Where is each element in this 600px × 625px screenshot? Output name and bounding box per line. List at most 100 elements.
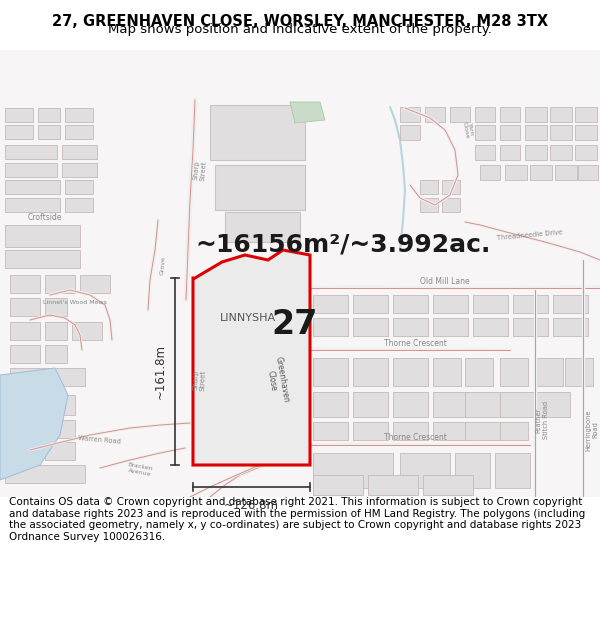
Bar bbox=[433, 318, 468, 336]
Polygon shape bbox=[0, 368, 68, 480]
Bar bbox=[400, 107, 420, 122]
Bar bbox=[205, 352, 247, 380]
Text: Croftside: Croftside bbox=[28, 214, 62, 222]
Bar bbox=[72, 322, 102, 340]
Bar bbox=[55, 368, 85, 386]
Bar bbox=[550, 145, 572, 160]
Bar bbox=[200, 280, 248, 310]
Bar bbox=[575, 145, 597, 160]
Bar bbox=[555, 165, 577, 180]
Bar bbox=[442, 180, 460, 194]
Polygon shape bbox=[290, 102, 325, 123]
Bar bbox=[313, 295, 348, 313]
Text: Linnet's Wood Mews: Linnet's Wood Mews bbox=[43, 301, 107, 306]
Text: Bracken
Avenue: Bracken Avenue bbox=[127, 462, 154, 478]
Bar bbox=[353, 318, 388, 336]
Bar bbox=[10, 368, 50, 386]
Bar bbox=[553, 318, 588, 336]
Bar bbox=[500, 358, 528, 386]
Bar bbox=[450, 107, 470, 122]
Bar bbox=[475, 125, 495, 140]
Bar bbox=[423, 475, 473, 495]
Text: LINNYSHA: LINNYSHA bbox=[220, 313, 276, 323]
Bar bbox=[550, 125, 572, 140]
Bar bbox=[525, 145, 547, 160]
Bar bbox=[45, 420, 75, 438]
Bar bbox=[258, 280, 300, 330]
Bar bbox=[500, 422, 528, 440]
Text: 27: 27 bbox=[272, 309, 318, 341]
Bar bbox=[260, 422, 300, 452]
Bar bbox=[225, 212, 300, 242]
Bar bbox=[45, 298, 67, 316]
Bar bbox=[393, 295, 428, 313]
Bar bbox=[425, 107, 445, 122]
Text: Contains OS data © Crown copyright and database right 2021. This information is : Contains OS data © Crown copyright and d… bbox=[9, 497, 585, 542]
Bar bbox=[500, 107, 520, 122]
Bar bbox=[495, 453, 530, 488]
Bar bbox=[353, 358, 388, 386]
Bar bbox=[200, 388, 255, 423]
Bar bbox=[575, 125, 597, 140]
Bar bbox=[393, 422, 428, 440]
Bar bbox=[5, 465, 85, 483]
Bar bbox=[5, 250, 80, 268]
Text: Threadneedle Drive: Threadneedle Drive bbox=[497, 229, 563, 241]
Bar bbox=[65, 125, 93, 139]
Bar bbox=[420, 180, 438, 194]
Bar bbox=[65, 198, 93, 212]
Bar bbox=[393, 358, 428, 386]
Text: ~126.8m: ~126.8m bbox=[224, 499, 279, 512]
Bar bbox=[10, 275, 40, 293]
Bar bbox=[513, 318, 548, 336]
Bar bbox=[5, 180, 60, 194]
Bar bbox=[5, 198, 60, 212]
Bar bbox=[210, 105, 305, 160]
Bar bbox=[393, 392, 428, 417]
Bar bbox=[62, 163, 97, 177]
Bar bbox=[420, 198, 438, 212]
Bar bbox=[578, 165, 598, 180]
Bar bbox=[80, 275, 110, 293]
Bar bbox=[5, 395, 40, 415]
Bar bbox=[465, 392, 500, 417]
Bar bbox=[513, 295, 548, 313]
Bar bbox=[313, 318, 348, 336]
Bar bbox=[5, 108, 33, 122]
Bar bbox=[313, 358, 348, 386]
Text: Sharp
Street: Sharp Street bbox=[192, 369, 206, 391]
Bar bbox=[455, 453, 490, 488]
Bar bbox=[65, 180, 93, 194]
Text: 27, GREENHAVEN CLOSE, WORSLEY, MANCHESTER, M28 3TX: 27, GREENHAVEN CLOSE, WORSLEY, MANCHESTE… bbox=[52, 14, 548, 29]
Bar bbox=[535, 392, 570, 417]
Bar bbox=[10, 322, 40, 340]
Bar bbox=[215, 165, 305, 210]
Bar bbox=[45, 442, 75, 460]
Bar bbox=[5, 225, 80, 247]
Bar bbox=[38, 108, 60, 122]
Bar bbox=[353, 422, 388, 440]
Bar bbox=[353, 392, 388, 417]
Bar bbox=[473, 318, 508, 336]
Bar bbox=[475, 145, 495, 160]
Text: Greenhaven
Close: Greenhaven Close bbox=[263, 355, 290, 405]
Text: Thorne Crescent: Thorne Crescent bbox=[383, 339, 446, 348]
Text: Grove: Grove bbox=[160, 256, 166, 274]
Bar bbox=[5, 125, 33, 139]
Bar bbox=[475, 107, 495, 122]
Bar bbox=[200, 428, 300, 458]
Bar bbox=[10, 345, 40, 363]
Bar bbox=[433, 392, 468, 417]
Text: Old Mill Lane: Old Mill Lane bbox=[420, 278, 470, 286]
Bar bbox=[550, 107, 572, 122]
Bar bbox=[5, 442, 40, 460]
Bar bbox=[553, 295, 588, 313]
Text: ~161.8m: ~161.8m bbox=[154, 344, 167, 399]
Bar bbox=[260, 385, 300, 415]
Text: Thorne Crescent: Thorne Crescent bbox=[383, 434, 446, 442]
Bar bbox=[313, 453, 393, 488]
Bar bbox=[313, 392, 348, 417]
Bar bbox=[500, 125, 520, 140]
Bar bbox=[38, 125, 60, 139]
Text: Yarn
Close: Yarn Close bbox=[461, 121, 475, 139]
